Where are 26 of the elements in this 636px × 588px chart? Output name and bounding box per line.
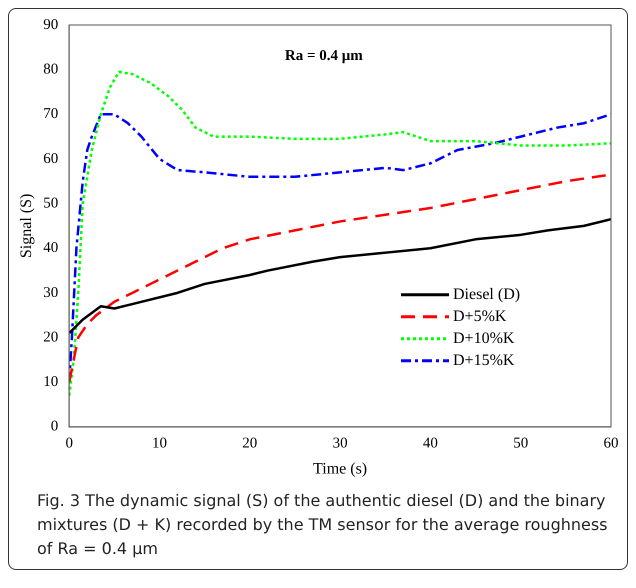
y-tick-label: 50 — [43, 196, 58, 212]
y-tick-label: 10 — [43, 374, 58, 390]
y-tick-label: 30 — [43, 284, 58, 301]
x-axis-title: Time (s) — [313, 460, 368, 478]
x-tick-label: 40 — [422, 436, 438, 452]
x-tick-label: 60 — [604, 436, 618, 452]
caption: Fig. 3 The dynamic signal (S) of the authentic diesel (D) and the binary mixtures (D + K) recorded by the TM sensor for the average roughness of Ra = 0.4 μm — [36, 490, 609, 560]
y-tick-label: 0 — [50, 418, 58, 435]
y-tick-label: 60 — [43, 150, 58, 167]
annotation: Ra = 0.4 μm — [284, 48, 364, 64]
x-tick-label: 30 — [332, 436, 348, 452]
legend-label: Diesel (D) — [453, 286, 520, 304]
y-tick-label: 90 — [43, 16, 58, 33]
x-tick-label: 50 — [513, 436, 528, 452]
x-tick-label: 10 — [152, 436, 167, 452]
x-tick-label: 20 — [242, 436, 258, 452]
line-series — [69, 70, 611, 397]
y-tick-label: 20 — [43, 329, 58, 346]
legend-label: D+5%K — [453, 308, 507, 326]
y-tick-label: 40 — [43, 240, 58, 256]
y-tick-label: 80 — [43, 62, 58, 78]
y-tick-label: 70 — [43, 106, 58, 122]
x-tick-label: 0 — [65, 436, 73, 452]
y-axis-title: Signal (S) — [18, 194, 35, 258]
legend-label: D+15%K — [453, 352, 515, 370]
legend-label: D+10%K — [453, 330, 515, 348]
